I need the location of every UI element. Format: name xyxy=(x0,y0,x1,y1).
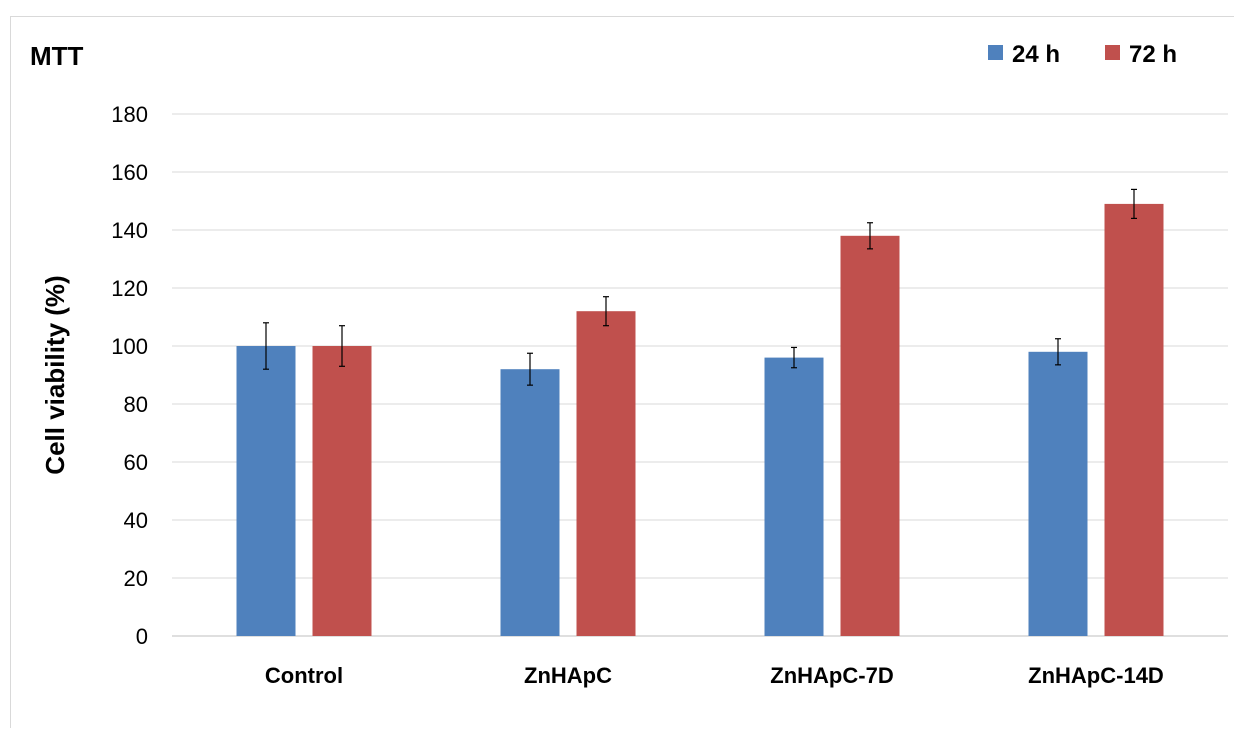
x-tick-label: ZnHApC-14D xyxy=(1028,663,1164,688)
bar xyxy=(312,346,372,636)
x-tick-label: ZnHApC-7D xyxy=(770,663,893,688)
y-tick-label: 180 xyxy=(111,102,148,127)
y-tick-labels: 0 20 40 60 80 100 120 140 160 180 xyxy=(111,102,148,649)
y-tick-label: 100 xyxy=(111,334,148,359)
chart-frame xyxy=(10,16,1234,728)
x-tick-label: ZnHApC xyxy=(524,663,612,688)
y-axis-label: Cell viability (%) xyxy=(40,275,70,474)
y-tick-label: 120 xyxy=(111,276,148,301)
bars xyxy=(236,203,1164,637)
legend-label: 72 h xyxy=(1129,41,1177,68)
x-tick-labels: Control ZnHApC ZnHApC-7D ZnHApC-14D xyxy=(265,663,1164,688)
y-tick-label: 60 xyxy=(124,450,148,475)
bar xyxy=(1104,203,1164,636)
y-tick-label: 160 xyxy=(111,160,148,185)
bar xyxy=(1028,351,1088,636)
y-tick-label: 0 xyxy=(136,624,148,649)
y-tick-label: 40 xyxy=(124,508,148,533)
y-tick-label: 80 xyxy=(124,392,148,417)
bar xyxy=(764,357,824,636)
bar xyxy=(236,346,296,636)
legend-swatch xyxy=(1105,45,1120,60)
legend-label: 24 h xyxy=(1012,41,1060,68)
bar xyxy=(576,311,636,636)
bar xyxy=(840,235,900,637)
error-bars xyxy=(263,188,1137,386)
legend-swatch xyxy=(988,45,1003,60)
x-tick-label: Control xyxy=(265,663,343,688)
legend: 24 h 72 h xyxy=(988,41,1177,68)
bar xyxy=(500,369,560,636)
y-tick-label: 20 xyxy=(124,566,148,591)
y-tick-label: 140 xyxy=(111,218,148,243)
chart-title: MTT xyxy=(30,41,84,71)
